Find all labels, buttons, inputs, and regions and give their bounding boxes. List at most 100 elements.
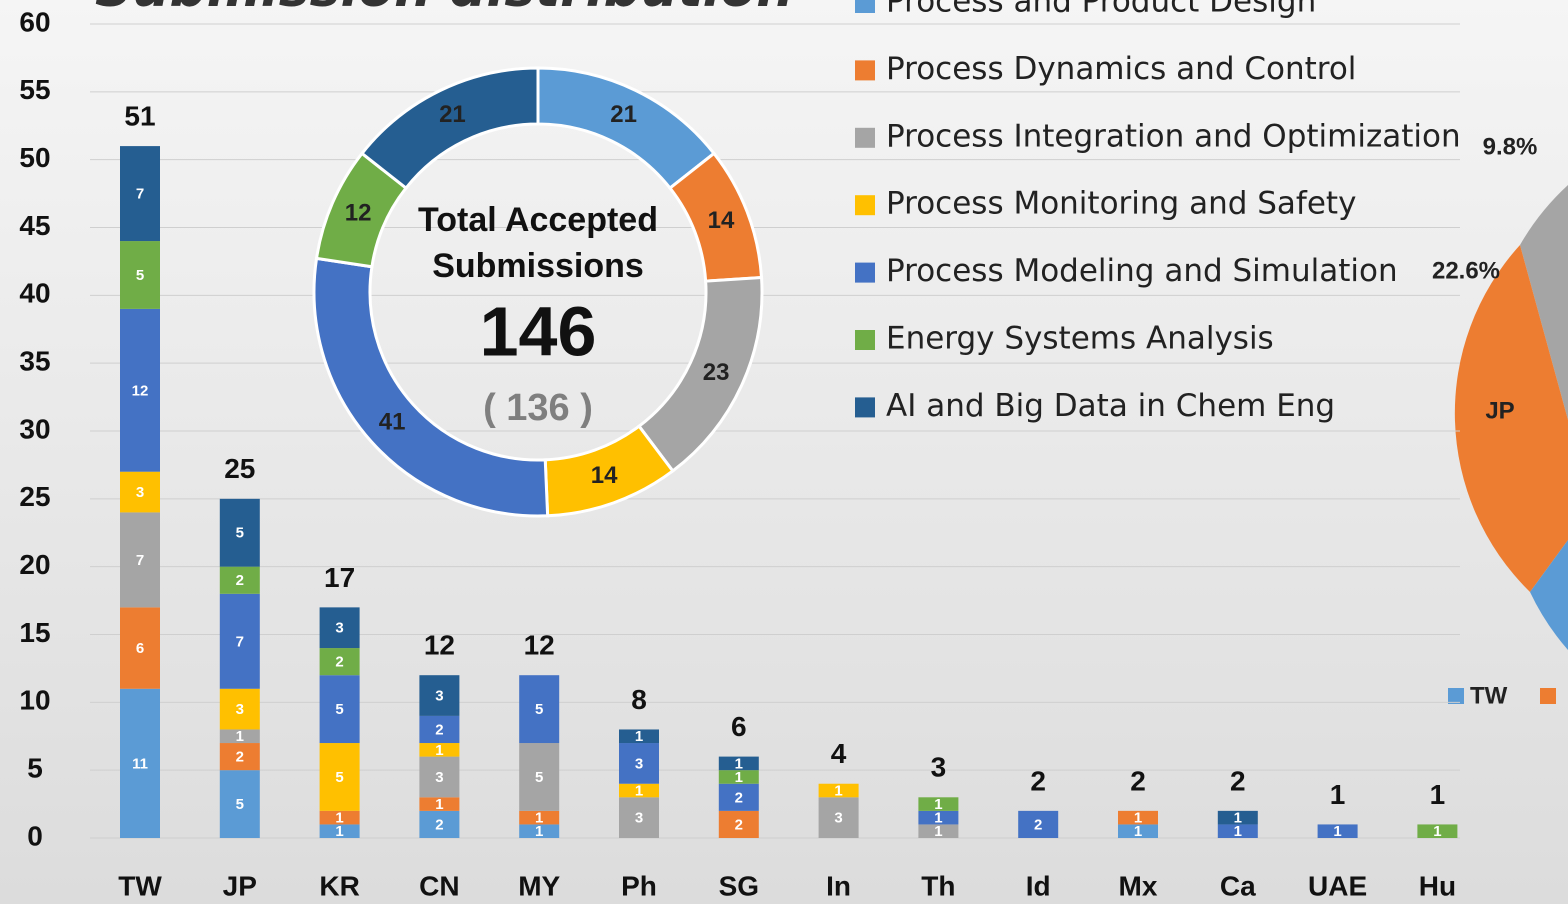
legend-label: Process Monitoring and Safety bbox=[886, 186, 1356, 222]
total-label: 12 bbox=[524, 630, 555, 661]
legend-swatch bbox=[855, 397, 875, 417]
legend-label: Process Modeling and Simulation bbox=[886, 253, 1398, 289]
segment-label: 3 bbox=[435, 688, 443, 705]
y-tick-label: 50 bbox=[19, 142, 50, 173]
donut-label: 21 bbox=[439, 101, 466, 128]
segment-label: 1 bbox=[435, 796, 443, 813]
segment-label: 2 bbox=[1034, 816, 1042, 833]
pie-legend-label: TW bbox=[1470, 682, 1508, 709]
segment-label: 3 bbox=[435, 769, 443, 786]
pie-label: JP bbox=[1485, 397, 1514, 424]
y-tick-label: 15 bbox=[19, 617, 50, 648]
x-tick-label: Mx bbox=[1119, 870, 1158, 901]
y-tick-label: 35 bbox=[19, 346, 50, 377]
total-label: 3 bbox=[931, 752, 947, 783]
segment-label: 3 bbox=[136, 484, 144, 501]
segment-label: 1 bbox=[1333, 823, 1341, 840]
segment-label: 12 bbox=[132, 382, 149, 399]
y-tick-label: 20 bbox=[19, 549, 50, 580]
segment-label: 3 bbox=[834, 810, 842, 827]
total-label: 2 bbox=[1130, 765, 1146, 796]
total-label: 25 bbox=[224, 453, 255, 484]
legend-label: Process Integration and Optimization bbox=[886, 118, 1461, 154]
x-tick-label: KR bbox=[319, 870, 359, 901]
y-tick-label: 40 bbox=[19, 278, 50, 309]
segment-label: 1 bbox=[236, 728, 244, 745]
y-tick-label: 55 bbox=[19, 74, 50, 105]
x-tick-label: In bbox=[826, 870, 851, 901]
donut-label: 14 bbox=[708, 207, 735, 234]
donut-label: 23 bbox=[703, 359, 730, 386]
segment-label: 11 bbox=[132, 755, 148, 772]
y-tick-label: 45 bbox=[19, 210, 50, 241]
segment-label: 3 bbox=[635, 755, 643, 772]
segment-label: 6 bbox=[136, 640, 144, 657]
segment-label: 1 bbox=[335, 810, 343, 827]
legend-swatch bbox=[1540, 688, 1556, 704]
segment-label: 3 bbox=[635, 810, 643, 827]
total-label: 17 bbox=[324, 562, 355, 593]
x-tick-label: SG bbox=[719, 870, 759, 901]
segment-label: 5 bbox=[236, 525, 244, 542]
total-label: 1 bbox=[1330, 779, 1346, 810]
y-tick-label: 0 bbox=[27, 820, 43, 851]
pie-label: 9.8% bbox=[1483, 133, 1538, 160]
segment-label: 1 bbox=[735, 755, 743, 772]
center-title: Total Accepted bbox=[418, 201, 658, 239]
segment-label: 2 bbox=[435, 721, 443, 738]
legend-swatch bbox=[855, 128, 875, 148]
x-tick-label: Ph bbox=[621, 870, 657, 901]
y-tick-label: 25 bbox=[19, 481, 50, 512]
total-label: 51 bbox=[124, 100, 155, 131]
x-tick-label: Th bbox=[921, 870, 955, 901]
x-tick-label: UAE bbox=[1308, 870, 1367, 901]
y-tick-label: 60 bbox=[19, 6, 50, 37]
legend-label: AI and Big Data in Chem Eng bbox=[886, 388, 1335, 424]
segment-label: 1 bbox=[535, 810, 543, 827]
total-label: 12 bbox=[424, 630, 455, 661]
x-tick-label: Hu bbox=[1419, 870, 1456, 901]
segment-label: 1 bbox=[934, 796, 942, 813]
x-tick-label: TW bbox=[118, 870, 162, 901]
segment-label: 2 bbox=[735, 789, 743, 806]
donut-label: 41 bbox=[379, 408, 406, 435]
legend-label: Process Dynamics and Control bbox=[886, 51, 1356, 87]
segment-label: 5 bbox=[535, 701, 543, 718]
segment-label: 7 bbox=[136, 186, 144, 203]
legend-label: Energy Systems Analysis bbox=[886, 321, 1274, 357]
legend-swatch bbox=[1448, 688, 1464, 704]
segment-label: 7 bbox=[236, 633, 244, 650]
donut-label: 21 bbox=[610, 101, 637, 128]
segment-label: 3 bbox=[335, 620, 343, 637]
legend-swatch bbox=[855, 195, 875, 215]
legend-swatch bbox=[855, 60, 875, 80]
segment-label: 5 bbox=[335, 701, 343, 718]
pie-label: 22.6% bbox=[1432, 257, 1500, 284]
segment-label: 7 bbox=[136, 552, 144, 569]
segment-label: 3 bbox=[236, 701, 244, 718]
segment-label: 2 bbox=[335, 654, 343, 671]
total-label: 1 bbox=[1430, 779, 1446, 810]
center-previous: ( 136 ) bbox=[483, 387, 593, 429]
y-tick-label: 30 bbox=[19, 413, 50, 444]
total-label: 4 bbox=[831, 738, 847, 769]
total-label: 2 bbox=[1230, 765, 1246, 796]
center-total: 146 bbox=[480, 292, 597, 370]
chart-title: Submission distribution bbox=[95, 0, 793, 19]
center-title: Submissions bbox=[432, 247, 644, 285]
total-label: 8 bbox=[631, 684, 647, 715]
segment-label: 1 bbox=[834, 782, 842, 799]
total-label: 2 bbox=[1030, 765, 1046, 796]
y-tick-label: 10 bbox=[19, 685, 50, 716]
donut-label: 12 bbox=[345, 199, 372, 226]
legend-swatch bbox=[855, 330, 875, 350]
x-tick-label: Id bbox=[1026, 870, 1051, 901]
segment-label: 1 bbox=[635, 728, 643, 745]
x-tick-label: MY bbox=[518, 870, 560, 901]
segment-label: 1 bbox=[1234, 810, 1242, 827]
segment-label: 5 bbox=[136, 267, 144, 284]
legend-label: Process and Product Design bbox=[886, 0, 1316, 20]
segment-label: 2 bbox=[236, 572, 244, 589]
segment-label: 2 bbox=[236, 749, 244, 766]
segment-label: 1 bbox=[1134, 810, 1142, 827]
